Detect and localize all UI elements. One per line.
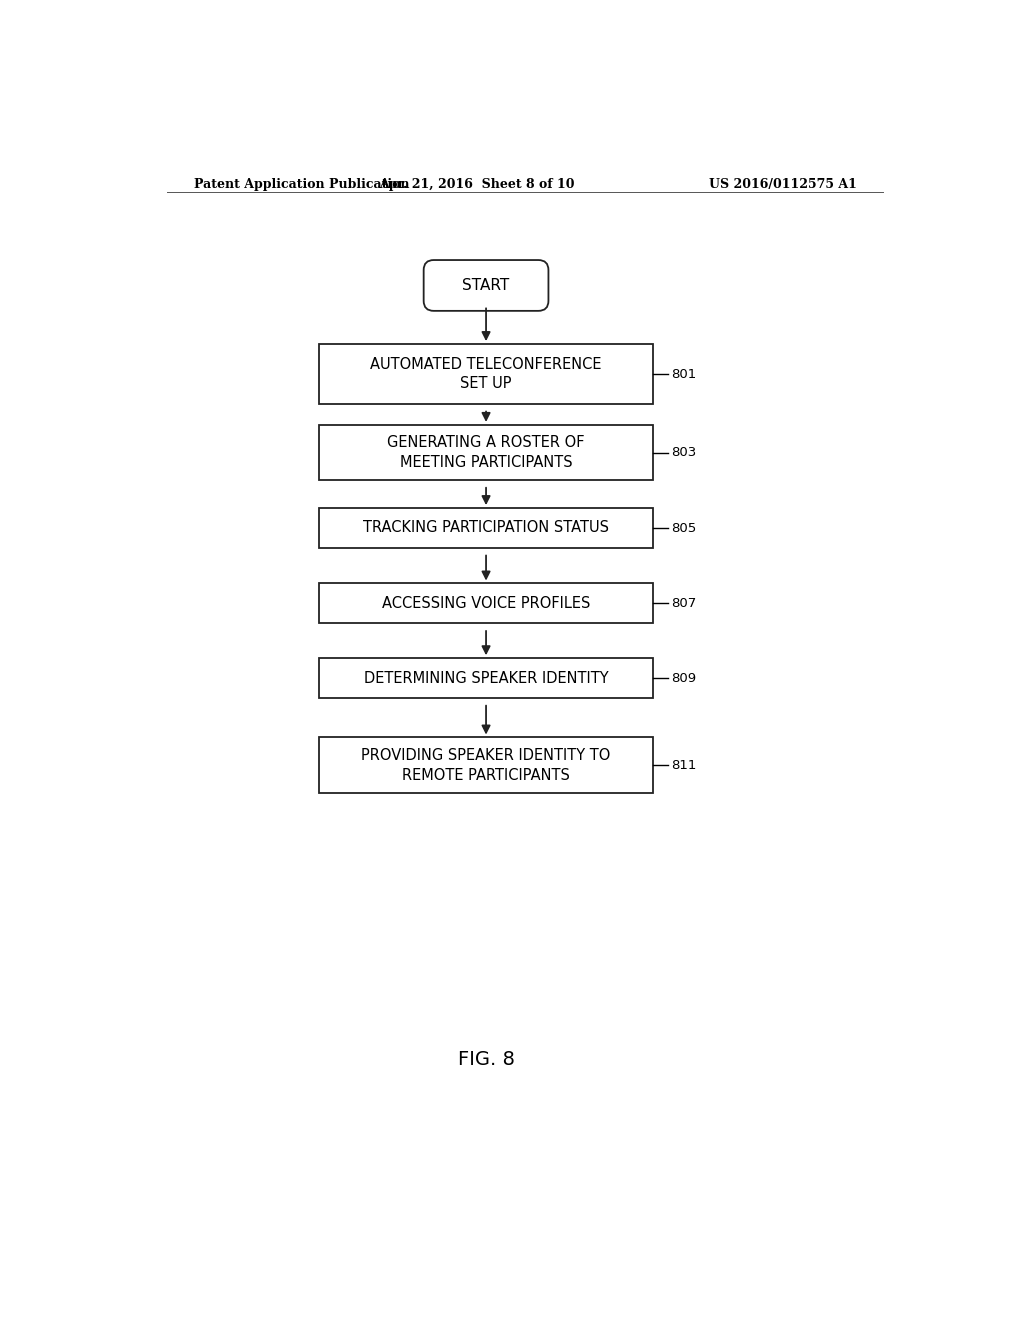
Text: 807: 807: [672, 597, 696, 610]
Text: 801: 801: [672, 367, 696, 380]
Text: FIG. 8: FIG. 8: [458, 1049, 514, 1069]
Text: 803: 803: [672, 446, 696, 459]
Text: ACCESSING VOICE PROFILES: ACCESSING VOICE PROFILES: [382, 595, 590, 611]
FancyBboxPatch shape: [319, 738, 652, 793]
Text: Patent Application Publication: Patent Application Publication: [194, 178, 410, 190]
Text: Apr. 21, 2016  Sheet 8 of 10: Apr. 21, 2016 Sheet 8 of 10: [379, 178, 574, 190]
FancyBboxPatch shape: [319, 425, 652, 480]
Text: PROVIDING SPEAKER IDENTITY TO
REMOTE PARTICIPANTS: PROVIDING SPEAKER IDENTITY TO REMOTE PAR…: [361, 747, 610, 783]
Text: 809: 809: [672, 672, 696, 685]
Text: GENERATING A ROSTER OF
MEETING PARTICIPANTS: GENERATING A ROSTER OF MEETING PARTICIPA…: [387, 436, 585, 470]
FancyBboxPatch shape: [319, 345, 652, 404]
Text: 805: 805: [672, 521, 696, 535]
Text: TRACKING PARTICIPATION STATUS: TRACKING PARTICIPATION STATUS: [364, 520, 609, 536]
Text: 811: 811: [672, 759, 696, 772]
FancyBboxPatch shape: [319, 508, 652, 548]
FancyBboxPatch shape: [319, 659, 652, 698]
FancyBboxPatch shape: [319, 583, 652, 623]
Text: START: START: [463, 279, 510, 293]
Text: DETERMINING SPEAKER IDENTITY: DETERMINING SPEAKER IDENTITY: [364, 671, 608, 685]
Text: AUTOMATED TELECONFERENCE
SET UP: AUTOMATED TELECONFERENCE SET UP: [371, 356, 602, 392]
FancyBboxPatch shape: [424, 260, 549, 312]
Text: US 2016/0112575 A1: US 2016/0112575 A1: [709, 178, 856, 190]
